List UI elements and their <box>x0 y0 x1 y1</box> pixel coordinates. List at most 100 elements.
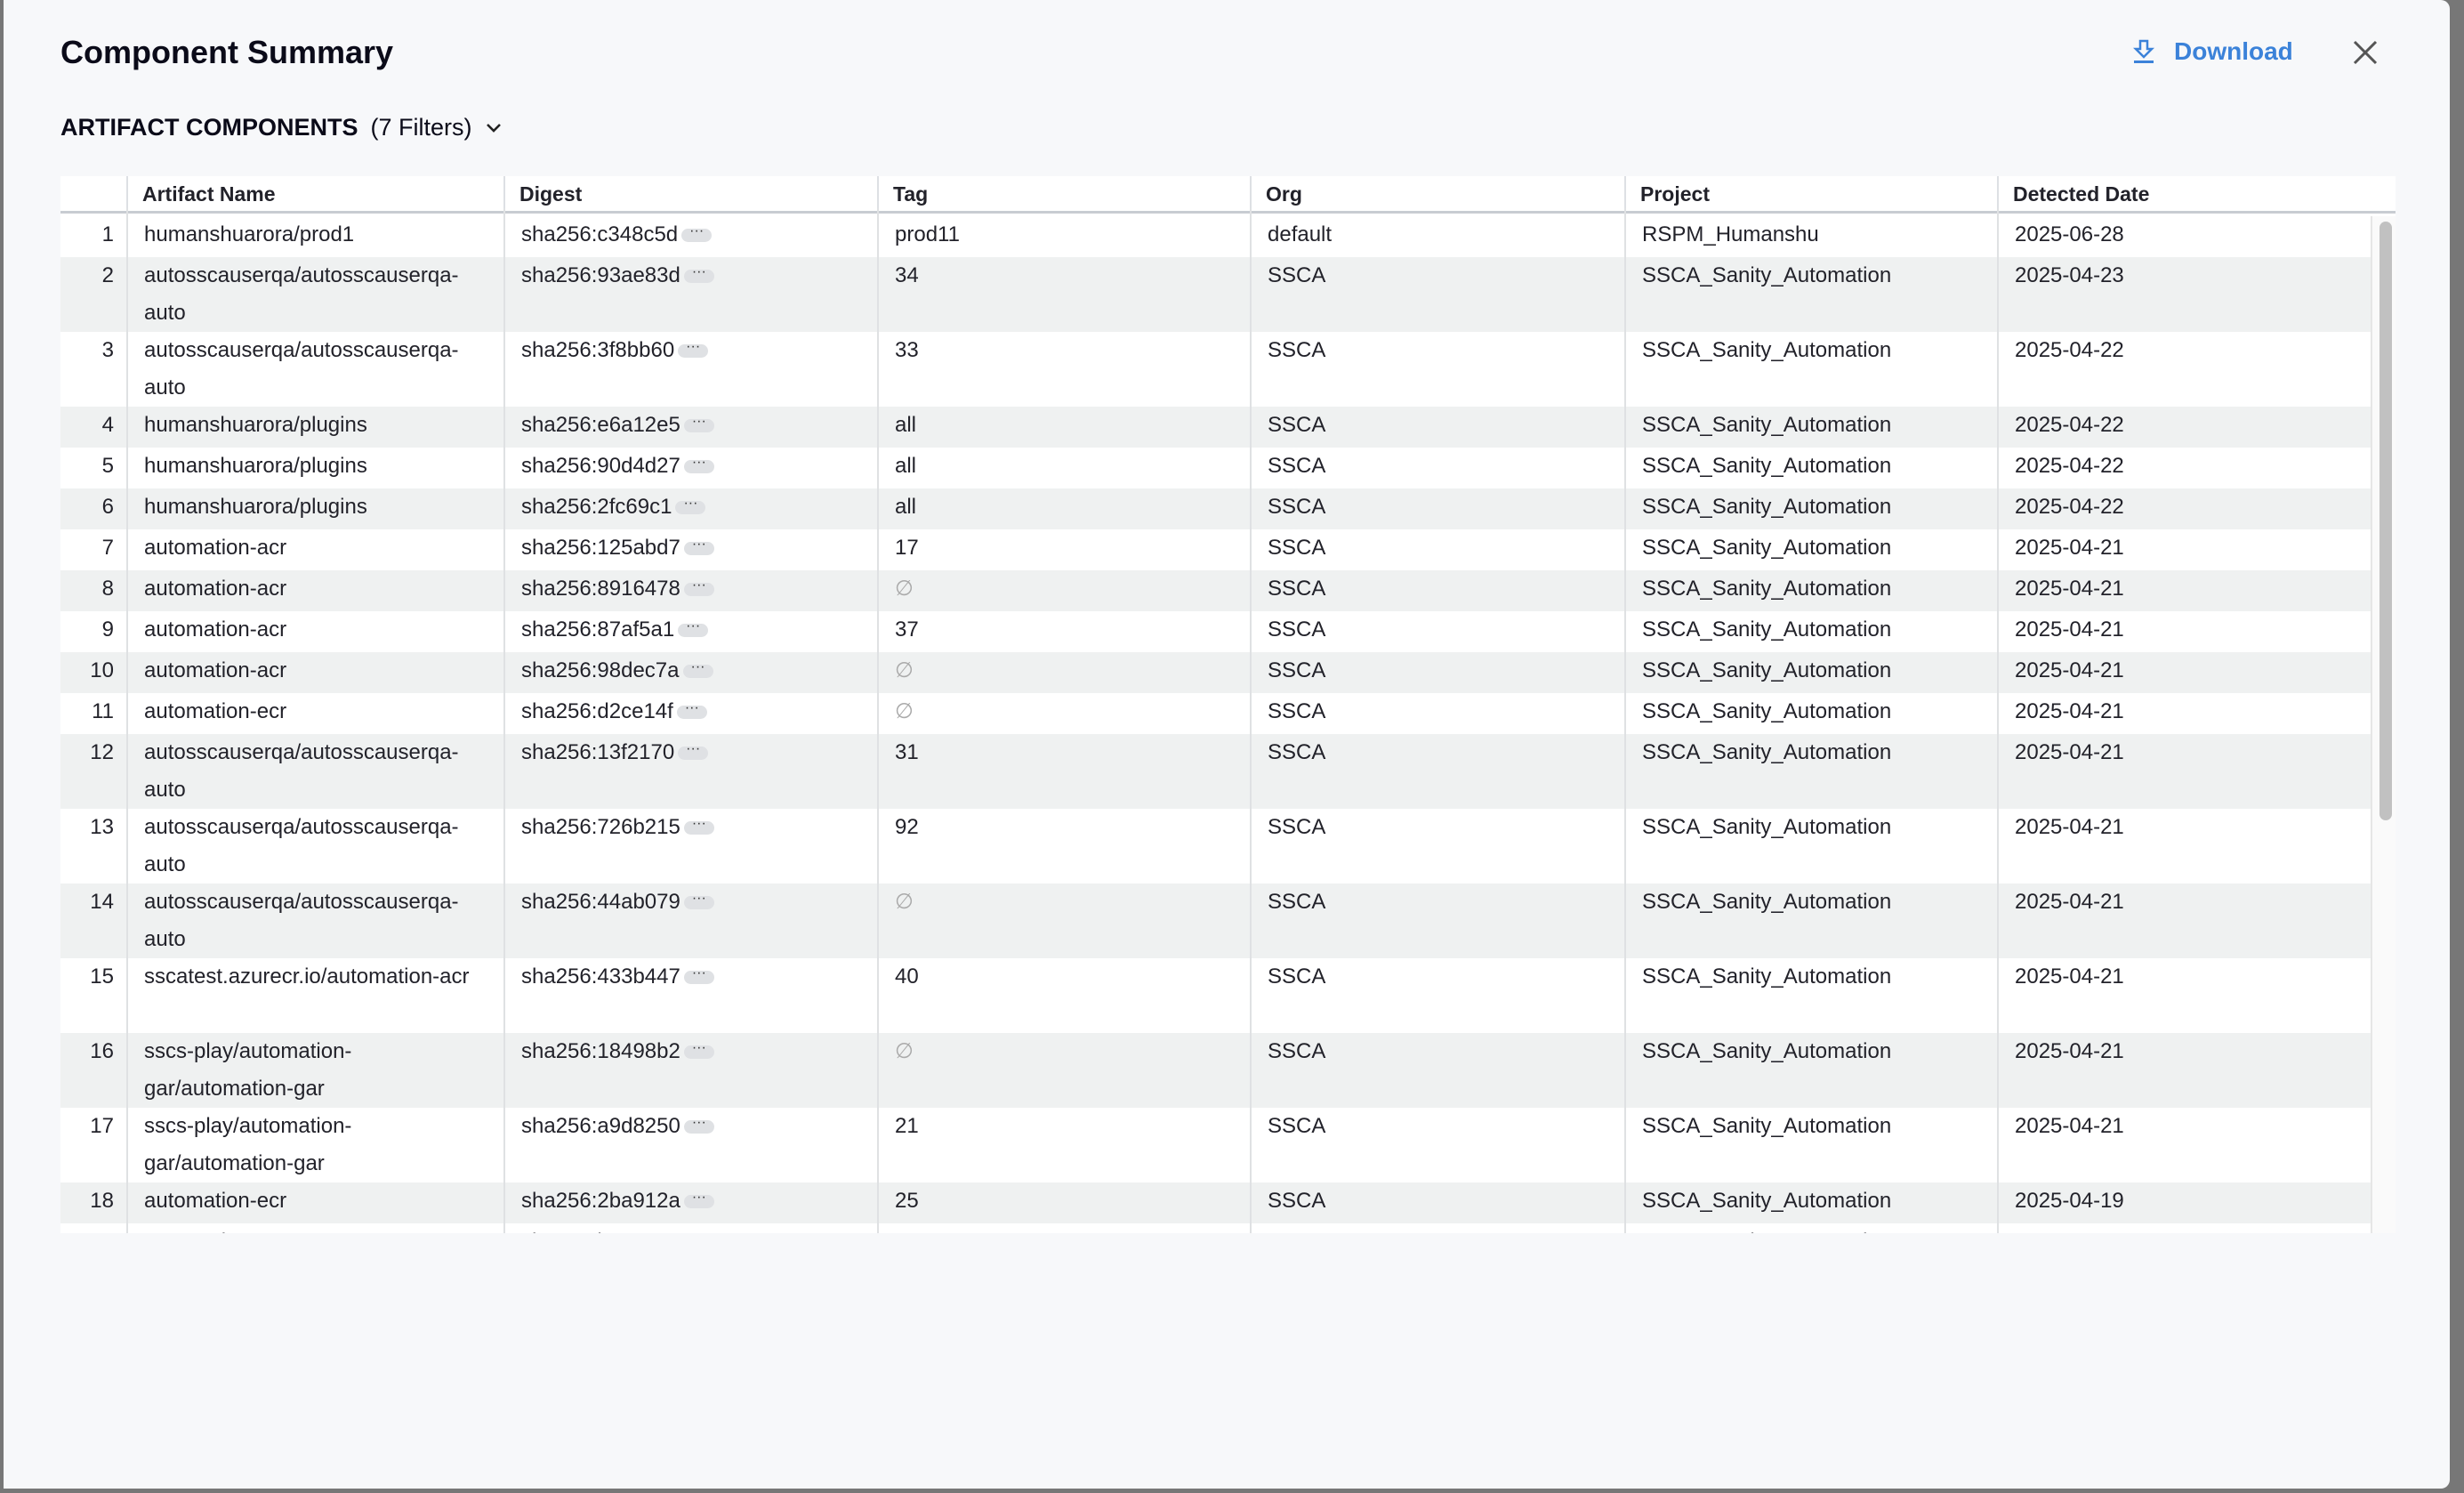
artifact-name-text: sscs-play/automation-gar/automation-gar <box>144 1039 352 1101</box>
cell-row-number: 3 <box>60 324 126 407</box>
expand-digest-button[interactable]: ··· <box>678 742 709 761</box>
table-row[interactable]: 19 automation-acr sha256:b627032··· ∅ SSCA SS… <box>60 1215 2371 1233</box>
cell-digest: sha256:8916478 ··· <box>503 562 877 611</box>
scrollbar[interactable] <box>2371 216 2396 1233</box>
digest-text: sha256:13f2170 <box>521 740 675 764</box>
scrollbar-thumb[interactable] <box>2379 222 2392 820</box>
cell-tag: ∅ <box>877 1215 1250 1233</box>
cell-detected-date: 2025-04-22 <box>1997 324 2371 407</box>
table-row[interactable]: 2 autosscauserqa/autosscauserqa-auto sha25… <box>60 249 2371 332</box>
digest-text: sha256:2fc69c1 <box>521 495 672 519</box>
table-row[interactable]: 5 humanshuarora/plugins sha256:90d4d27 ··· a… <box>60 440 2371 488</box>
download-button[interactable]: Download <box>2133 37 2293 66</box>
detected-date-text: 2025-04-21 <box>2015 577 2124 601</box>
cell-row-number: 10 <box>60 644 126 693</box>
cell-row-number: 7 <box>60 521 126 570</box>
table-row[interactable]: 4 humanshuarora/plugins sha256:e6a12e5 ··· a… <box>60 399 2371 448</box>
expand-digest-button[interactable]: ··· <box>683 1116 714 1134</box>
cell-detected-date: 2025-04-21 <box>1997 726 2371 809</box>
detected-date-text: 2025-04-17 <box>2015 1230 2124 1233</box>
table-row[interactable]: 3 autosscauserqa/autosscauserqa-auto sha25… <box>60 324 2371 407</box>
column-header-project[interactable]: Project <box>1624 176 1997 212</box>
tag-text: all <box>895 413 917 437</box>
detected-date-text: 2025-06-28 <box>2015 222 2124 246</box>
cell-row-number: 12 <box>60 726 126 809</box>
project-text: SSCA_Sanity_Automation <box>1642 617 1892 642</box>
expand-digest-button[interactable]: ··· <box>675 496 706 515</box>
table-row[interactable]: 11 automation-ecr sha256:d2ce14f ··· ∅ SSCA SS… <box>60 685 2371 734</box>
artifact-name-text: automation-ecr <box>144 1189 287 1213</box>
expand-digest-button[interactable]: ··· <box>681 224 713 243</box>
close-icon[interactable] <box>2352 39 2379 66</box>
detected-date-text: 2025-04-21 <box>2015 536 2124 560</box>
filter-toggle[interactable]: ARTIFACT COMPONENTS (7 Filters) <box>60 114 503 141</box>
artifact-name-text: autosscauserqa/autosscauserqa-auto <box>144 740 459 802</box>
table-row[interactable]: 14 autosscauserqa/autosscauserqa-auto sha2… <box>60 876 2371 958</box>
expand-digest-button[interactable]: ··· <box>678 340 709 359</box>
cell-tag: ∅ <box>877 1025 1250 1108</box>
cell-project: SSCA_Sanity_Automation <box>1624 480 1997 529</box>
expand-digest-button[interactable]: ··· <box>683 578 714 597</box>
column-header-artifact-name[interactable]: Artifact Name <box>126 176 503 212</box>
row-number-text: 14 <box>90 890 114 914</box>
digest-text: sha256:125abd7 <box>521 536 680 560</box>
column-header-digest[interactable]: Digest <box>503 176 877 212</box>
table-row[interactable]: 1 humanshuarora/prod1 sha256:c348c5d ··· pro… <box>60 208 2371 257</box>
cell-row-number: 4 <box>60 399 126 448</box>
cell-digest: sha256:125abd7 ··· <box>503 521 877 570</box>
artifact-name-text: sscatest.azurecr.io/automation-acr <box>144 964 470 989</box>
project-text: SSCA_Sanity_Automation <box>1642 454 1892 478</box>
expand-digest-button[interactable]: ··· <box>683 817 714 835</box>
digest-text: sha256:a9d8250 <box>521 1114 680 1138</box>
table-row[interactable]: 12 autosscauserqa/autosscauserqa-auto sha2… <box>60 726 2371 809</box>
digest-text: sha256:3f8bb60 <box>521 338 675 362</box>
row-number-text: 6 <box>101 495 114 519</box>
table-row[interactable]: 16 sscs-play/automation-gar/automation-ga… <box>60 1025 2371 1108</box>
cell-org: SSCA <box>1250 876 1624 958</box>
column-header-detected-date[interactable]: Detected Date <box>1997 176 2371 212</box>
cell-digest: sha256:726b215 ··· <box>503 801 877 884</box>
column-header-row-number[interactable] <box>60 176 126 212</box>
cell-org: SSCA <box>1250 603 1624 652</box>
expand-digest-button[interactable]: ··· <box>683 892 714 910</box>
cell-artifact-name: autosscauserqa/autosscauserqa-auto <box>126 726 503 809</box>
cell-row-number: 16 <box>60 1025 126 1108</box>
cell-detected-date: 2025-04-21 <box>1997 685 2371 734</box>
cell-org: SSCA <box>1250 1215 1624 1233</box>
column-header-org[interactable]: Org <box>1250 176 1624 212</box>
expand-digest-button[interactable]: ··· <box>683 265 714 284</box>
project-text: SSCA_Sanity_Automation <box>1642 964 1892 989</box>
cell-tag: 37 <box>877 603 1250 652</box>
table-row[interactable]: 7 automation-acr sha256:125abd7 ··· 17 SSCA SS… <box>60 521 2371 570</box>
cell-project: SSCA_Sanity_Automation <box>1624 249 1997 332</box>
detected-date-text: 2025-04-21 <box>2015 699 2124 723</box>
expand-digest-button[interactable]: ··· <box>683 537 714 556</box>
expand-digest-button[interactable]: ··· <box>682 660 713 679</box>
detected-date-text: 2025-04-23 <box>2015 263 2124 287</box>
table-row[interactable]: 9 automation-acr sha256:87af5a1 ··· 37 SSCA SS… <box>60 603 2371 652</box>
cell-artifact-name: automation-ecr <box>126 1174 503 1223</box>
cell-org: SSCA <box>1250 324 1624 407</box>
artifact-name-text: humanshuarora/plugins <box>144 495 367 519</box>
table-row[interactable]: 18 automation-ecr sha256:2ba912a ··· 25 SSCA S… <box>60 1174 2371 1223</box>
expand-digest-button[interactable]: ··· <box>683 966 714 985</box>
cell-artifact-name: automation-acr <box>126 644 503 693</box>
table-row[interactable]: 13 autosscauserqa/autosscauserqa-auto sha2… <box>60 801 2371 884</box>
expand-digest-button[interactable]: ··· <box>683 456 714 474</box>
expand-digest-button[interactable]: ··· <box>683 415 714 433</box>
cell-detected-date: 2025-04-22 <box>1997 440 2371 488</box>
column-header-tag[interactable]: Tag <box>877 176 1250 212</box>
expand-digest-button[interactable]: ··· <box>678 619 709 638</box>
table-row[interactable]: 17 sscs-play/automation-gar/automation-ga… <box>60 1100 2371 1182</box>
table-row[interactable]: 10 automation-acr sha256:98dec7a ··· ∅ SSCA SS… <box>60 644 2371 693</box>
table-row[interactable]: 15 sscatest.azurecr.io/automation-acr sha2… <box>60 950 2371 1033</box>
table-row[interactable]: 8 automation-acr sha256:8916478 ··· ∅ SSCA SSC… <box>60 562 2371 611</box>
expand-digest-button[interactable]: ··· <box>683 1190 714 1209</box>
cell-artifact-name: automation-acr <box>126 1215 503 1233</box>
table-row[interactable]: 6 humanshuarora/plugins sha256:2fc69c1 ··· a… <box>60 480 2371 529</box>
expand-digest-button[interactable]: ··· <box>676 701 707 720</box>
cell-digest: sha256:a9d8250 ··· <box>503 1100 877 1182</box>
digest-text: sha256:726b215 <box>521 815 680 839</box>
expand-digest-button[interactable]: ··· <box>683 1041 714 1060</box>
cell-tag: prod11 <box>877 208 1250 257</box>
